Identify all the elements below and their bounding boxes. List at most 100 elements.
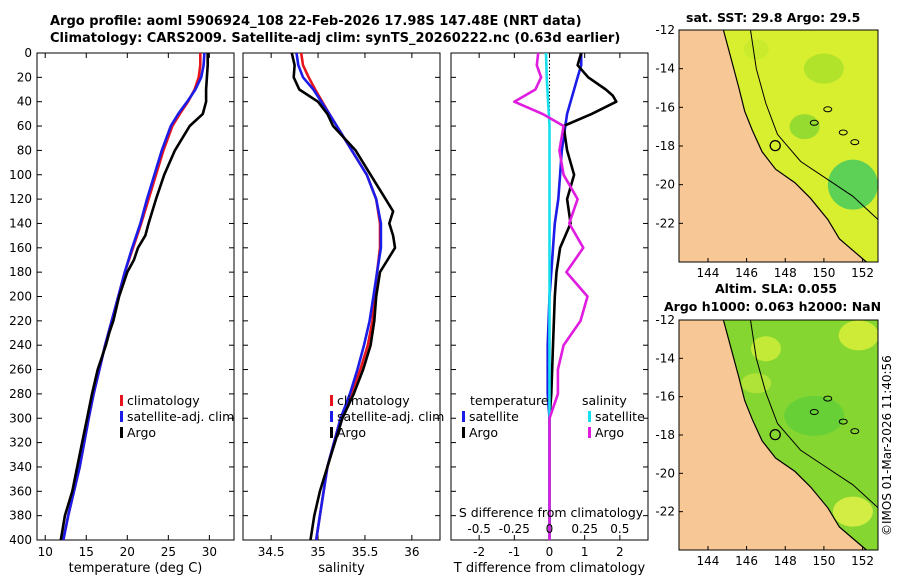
lat-tick-label: -18 <box>655 139 675 153</box>
legend-marker <box>120 411 123 422</box>
y-tick-label: 360 <box>9 484 32 498</box>
lon-tick-label: 144 <box>697 266 720 280</box>
legend-marker <box>588 411 591 422</box>
y-tick-label: 260 <box>9 363 32 377</box>
lat-tick-label: -12 <box>655 23 675 37</box>
x-tick-label: 0 <box>546 545 554 559</box>
y-tick-label: 120 <box>9 192 32 206</box>
y-tick-label: 400 <box>9 533 32 547</box>
argo-location-marker <box>769 428 781 441</box>
y-tick-label: 140 <box>9 216 32 230</box>
legend-label: Argo <box>337 425 366 440</box>
legend-marker <box>120 427 123 438</box>
x-tick-label: 10 <box>38 545 53 559</box>
lat-tick-label: -16 <box>655 390 675 404</box>
legend-label: climatology <box>337 393 410 408</box>
profile-panel-2: 34.5 35 35.5 36 salinity climatologysatellite… <box>242 52 444 576</box>
lon-tick-label: 144 <box>697 554 720 568</box>
lon-tick-label: 150 <box>812 554 835 568</box>
depth-contour <box>750 319 879 509</box>
x-tick-label: 34.5 <box>258 545 285 559</box>
y-tick-label: 280 <box>9 387 32 401</box>
x-tick-label: 36 <box>404 545 419 559</box>
x-tick-label: 30 <box>202 545 217 559</box>
lon-tick-label: 146 <box>735 266 758 280</box>
argo-location-marker <box>769 139 781 152</box>
sla-map-title: Altim. SLA: 0.055 <box>715 281 838 296</box>
coastline <box>722 29 867 263</box>
lat-tick-label: -22 <box>655 505 675 519</box>
depth-contour <box>750 29 879 220</box>
series-line-temperature-satellite <box>546 53 583 540</box>
salinity-diff-tick-label: 0 <box>546 522 554 536</box>
y-tick-label: 320 <box>9 436 32 450</box>
field-patch <box>832 496 873 527</box>
legend-marker <box>120 395 123 406</box>
x-tick-label: 35 <box>310 545 325 559</box>
reef-outline <box>850 428 860 435</box>
reef-outline <box>809 119 819 126</box>
legend-marker <box>462 427 465 438</box>
salinity-diff-tick-label: -0.25 <box>499 522 530 536</box>
x-tick-label: 35.5 <box>352 545 379 559</box>
lat-tick-label: -16 <box>655 100 675 114</box>
legend-marker <box>330 427 333 438</box>
lon-tick-label: 148 <box>774 266 797 280</box>
y-tick-label: 380 <box>9 509 32 523</box>
coastline <box>722 319 867 551</box>
lat-tick-label: -14 <box>655 62 675 76</box>
legend-marker <box>588 427 591 438</box>
x-axis-label: temperature (deg C) <box>69 561 203 576</box>
sla-map-subtitle: Argo h1000: 0.063 h2000: NaN <box>664 299 882 314</box>
y-tick-label: 340 <box>9 460 32 474</box>
legend-label: satellite <box>469 409 519 424</box>
x-tick-label: -2 <box>473 545 485 559</box>
series-line-argo <box>290 52 397 541</box>
salinity-diff-tick-label: 0.25 <box>571 522 598 536</box>
profile-panels: 10 15 20 25 30020406080100120140160180200220… <box>9 46 649 576</box>
legend-label: satellite-adj. clim <box>337 409 444 424</box>
y-tick-label: 60 <box>17 119 32 133</box>
legend-label: Argo <box>469 425 498 440</box>
legend-label: Argo <box>127 425 156 440</box>
sla-map: -12 -14 -16 -18 -20 -22 144 146 148 150 152 <box>655 313 879 568</box>
series-line-salinity-argo <box>513 52 589 540</box>
legend-marker <box>330 411 333 422</box>
lon-tick-label: 152 <box>851 266 874 280</box>
profile-panel-3: -2 -1 0 1 2 T difference from climatology temp… <box>450 52 649 576</box>
y-tick-label: 40 <box>17 95 32 109</box>
x-tick-label: 2 <box>616 545 624 559</box>
reef-outline <box>809 409 819 415</box>
x-axis-label: T difference from climatology <box>453 561 646 576</box>
lon-tick-label: 148 <box>774 554 797 568</box>
lat-tick-label: -20 <box>655 466 675 480</box>
field-patch <box>784 395 845 436</box>
y-tick-label: 180 <box>9 265 32 279</box>
panel-frame <box>36 52 235 541</box>
y-tick-label: 80 <box>17 143 32 157</box>
legend-marker <box>462 411 465 422</box>
x-tick-label: 1 <box>581 545 589 559</box>
x-tick-label: 20 <box>120 545 135 559</box>
legend-label: satellite <box>595 409 645 424</box>
field-patch <box>838 320 879 351</box>
y-tick-label: 20 <box>17 70 32 84</box>
y-tick-label: 0 <box>24 46 32 60</box>
field-patch <box>827 159 878 210</box>
legend-title-salinity: salinity <box>582 393 627 408</box>
reef-outline <box>823 106 833 113</box>
climatology-title: Climatology: CARS2009. Satellite-adj cli… <box>50 31 621 46</box>
salinity-diff-tick-label: -0.5 <box>467 522 490 536</box>
lat-tick-label: -12 <box>655 313 675 327</box>
reef-outline <box>838 129 848 136</box>
x-tick-label: 25 <box>161 545 176 559</box>
legend-label: climatology <box>127 393 200 408</box>
lat-tick-label: -14 <box>655 351 675 365</box>
x-tick-label: 15 <box>79 545 94 559</box>
legend-title-temperature: temperature <box>470 393 549 408</box>
series-line-argo <box>59 53 209 541</box>
legend-marker <box>330 395 333 406</box>
lat-tick-label: -22 <box>655 216 675 230</box>
field-patch <box>789 114 820 140</box>
